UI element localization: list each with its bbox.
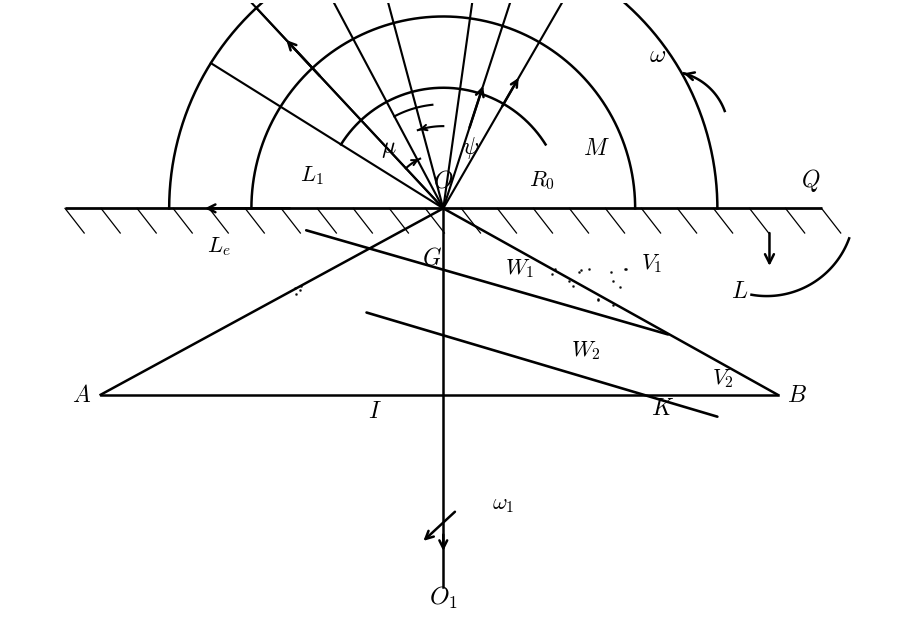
Text: $V_2$: $V_2$ bbox=[711, 367, 733, 390]
Text: $K$: $K$ bbox=[650, 396, 674, 420]
Text: $W_1$: $W_1$ bbox=[505, 258, 534, 280]
Text: $G$: $G$ bbox=[422, 245, 442, 270]
Text: $L$: $L$ bbox=[730, 279, 747, 303]
Text: $L_1$: $L_1$ bbox=[299, 164, 323, 187]
Text: $\psi$: $\psi$ bbox=[462, 135, 479, 161]
Text: $R_0$: $R_0$ bbox=[529, 170, 555, 192]
Text: $Q$: $Q$ bbox=[800, 167, 819, 195]
Text: $O_1$: $O_1$ bbox=[428, 584, 457, 611]
Text: $V_1$: $V_1$ bbox=[640, 252, 662, 275]
Text: $\omega$: $\omega$ bbox=[648, 43, 665, 67]
Text: $W_2$: $W_2$ bbox=[570, 340, 600, 363]
Text: $A$: $A$ bbox=[72, 383, 91, 407]
Text: $\omega_1$: $\omega_1$ bbox=[492, 494, 514, 515]
Text: $B$: $B$ bbox=[786, 383, 805, 407]
Text: $L_e$: $L_e$ bbox=[207, 235, 230, 258]
Text: $O$: $O$ bbox=[433, 169, 453, 193]
Text: $M$: $M$ bbox=[583, 136, 610, 160]
Text: $I$: $I$ bbox=[367, 399, 382, 423]
Text: $\mu$: $\mu$ bbox=[381, 136, 396, 160]
